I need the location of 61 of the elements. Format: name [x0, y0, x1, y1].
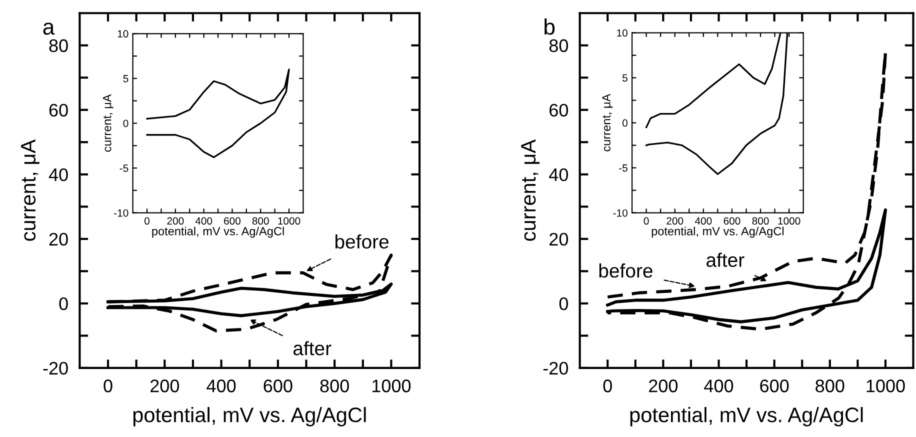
y-tick-label: 0: [622, 119, 628, 127]
y-tick-label: -10: [114, 209, 128, 217]
x-tick-label: 200: [150, 380, 180, 392]
y-tick-label: 5: [123, 75, 128, 82]
y-axis-title: current, μA: [103, 94, 114, 152]
x-tick-label: 0: [644, 217, 649, 225]
x-tick-label: 800: [320, 380, 349, 392]
y-tick-label: 0: [559, 297, 568, 310]
x-tick-label: 400: [704, 380, 734, 392]
x-tick-label: 0: [104, 380, 112, 392]
y-tick-label: 20: [49, 232, 68, 246]
y-tick-label: 5: [622, 74, 628, 82]
x-tick-label: 200: [167, 217, 184, 225]
x-axis-title: potential, mV vs. Ag/AgCl: [652, 226, 784, 238]
x-tick-label: 400: [694, 217, 712, 225]
y-tick-label: 20: [550, 232, 568, 246]
y-tick-label: -5: [120, 164, 128, 172]
x-tick-label: 1000: [866, 380, 905, 392]
x-tick-label: 1000: [278, 217, 300, 225]
y-tick-label: 10: [118, 30, 128, 38]
y-tick-label: 0: [59, 297, 68, 310]
y-tick-label: -20: [543, 362, 568, 375]
x-tick-label: 600: [760, 380, 789, 392]
x-axis-title: potential, mV vs. Ag/AgCl: [133, 407, 366, 426]
annotation: before: [335, 234, 389, 249]
y-tick-label: 40: [549, 168, 568, 182]
x-tick-label: 1000: [372, 380, 411, 392]
x-tick-label: 200: [649, 380, 678, 392]
annotation: after: [293, 341, 332, 356]
chart-title: b: [544, 18, 555, 35]
y-axis-title: current, μA: [602, 94, 613, 152]
y-tick-label: 10: [617, 29, 628, 37]
y-tick-label: 80: [49, 39, 68, 52]
x-axis-title: potential, mV vs. Ag/AgCl: [152, 226, 284, 238]
y-tick-label: -20: [43, 362, 68, 375]
x-tick-label: 800: [752, 217, 769, 225]
x-tick-label: 600: [224, 217, 240, 225]
x-tick-label: 600: [724, 217, 740, 225]
y-tick-label: 40: [48, 168, 68, 182]
y-tick-label: 60: [49, 104, 68, 117]
x-tick-label: 0: [603, 380, 612, 392]
x-axis-title: potential, mV vs. Ag/AgCl: [630, 407, 863, 426]
y-tick-label: -10: [613, 209, 628, 217]
x-tick-label: 0: [144, 217, 150, 225]
y-tick-label: -5: [619, 164, 628, 172]
y-axis-title: current, μA: [521, 139, 540, 241]
x-tick-label: 200: [666, 217, 684, 225]
y-tick-label: 0: [123, 120, 128, 128]
y-tick-label: 60: [550, 104, 568, 117]
line-series: [146, 68, 290, 158]
chart-title: a: [43, 22, 55, 35]
y-tick-label: 80: [549, 39, 568, 52]
x-tick-label: 800: [252, 217, 269, 225]
annotation: after: [706, 252, 744, 267]
x-tick-label: 800: [816, 380, 844, 392]
x-tick-label: 400: [206, 380, 236, 392]
x-tick-label: 400: [195, 217, 212, 225]
x-tick-label: 600: [264, 380, 292, 392]
x-tick-label: 1000: [778, 217, 800, 225]
annotation: before: [599, 263, 652, 278]
y-axis-title: current, μA: [21, 139, 40, 241]
